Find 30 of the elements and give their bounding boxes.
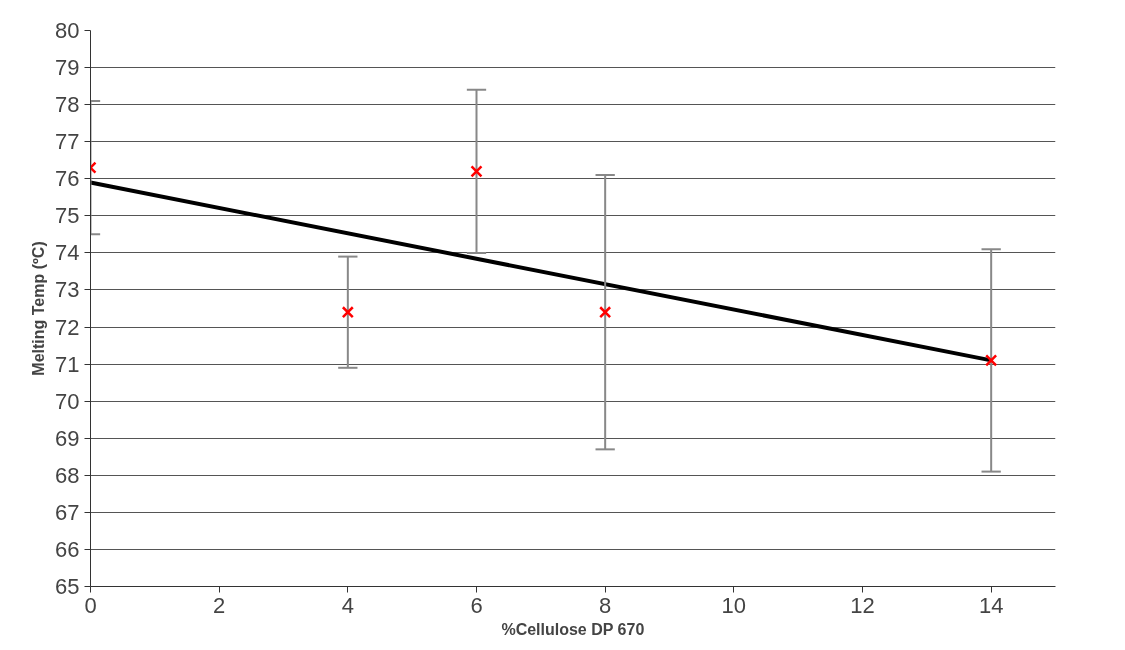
y-tick-label: 65 [55, 574, 80, 599]
x-axis-title: %Cellulose DP 670 [501, 620, 645, 638]
x-tick-label: 14 [978, 592, 1004, 618]
y-tick-label: 69 [55, 425, 80, 451]
point [984, 354, 998, 367]
y-tick-label: 75 [55, 203, 80, 229]
y-tick-label: 79 [55, 55, 80, 81]
x-tick-label: 6 [470, 592, 483, 618]
x-tick-label: 12 [850, 592, 875, 618]
y-tick-label: 77 [55, 129, 80, 155]
x-tick-label: 0 [84, 592, 97, 618]
y-axis-title: Melting Temp (ºC) [30, 241, 48, 376]
x-tick-label: 8 [599, 592, 612, 618]
y-tick-label: 68 [55, 462, 80, 488]
y-tick-label: 72 [55, 314, 80, 340]
x-tick-label: 10 [721, 592, 747, 618]
point [598, 306, 612, 319]
y-tick-label: 71 [55, 351, 80, 377]
y-tick-label: 70 [55, 388, 80, 414]
y-tick-label: 67 [55, 499, 80, 525]
y-tick-label: 76 [55, 166, 80, 192]
y-tick-label: 66 [55, 536, 80, 562]
point [341, 306, 355, 319]
y-tick-label: 78 [55, 92, 80, 118]
x-tick-label: 2 [213, 592, 226, 618]
y-tick-label: 80 [55, 18, 80, 43]
y-tick-label: 73 [55, 277, 80, 303]
point [470, 165, 483, 178]
y-tick-label: 74 [55, 240, 80, 266]
x-tick-label: 4 [341, 592, 354, 618]
